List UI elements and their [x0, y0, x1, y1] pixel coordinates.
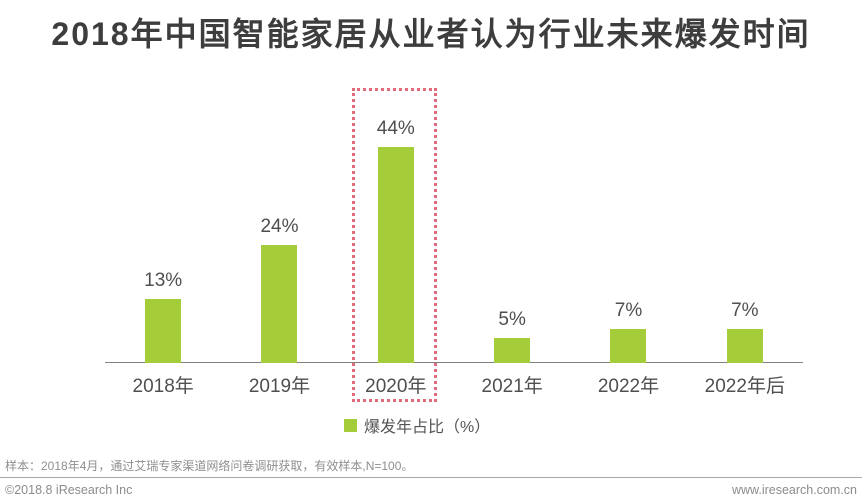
x-axis-label: 2019年 [248, 376, 311, 397]
x-axis-label: 2021年 [481, 376, 543, 397]
bar [610, 328, 647, 363]
bar [377, 146, 414, 363]
x-axis-line [105, 362, 803, 363]
chart-title: 2018年中国智能家居从业者认为行业未来爆发时间 [51, 16, 811, 52]
bar-chart: 13% 24% 44% 5% 7% 7% [105, 88, 803, 402]
bar-value-label: 7% [731, 299, 759, 321]
copyright-text: ©2018.8 iResearch Inc [5, 483, 133, 497]
bar-group: 13% [105, 270, 221, 363]
x-axis-label: 2022年后 [704, 376, 785, 397]
bar [726, 328, 763, 363]
x-axis-label: 2018年 [132, 376, 194, 397]
bar-group: 44% [338, 118, 454, 363]
bar [261, 245, 298, 363]
legend-label: 爆发年占比（%） [364, 419, 491, 436]
bar-value-label: 7% [614, 299, 643, 321]
bar-group: 5% [454, 309, 570, 363]
bar [494, 338, 531, 363]
bar-value-label: 24% [260, 216, 299, 238]
website-text: www.iresearch.com.cn [731, 483, 857, 497]
sample-note: 样本：2018年4月，通过艾瑞专家渠道网络问卷调研获取，有效样本,N=100。 [5, 459, 414, 473]
highlight-box [352, 88, 437, 402]
x-axis-label: 2022年 [597, 376, 660, 397]
bar-value-label: 13% [144, 270, 183, 292]
bar [145, 299, 182, 363]
bar-value-label: 5% [498, 309, 526, 331]
chart-legend: 爆发年占比（%） [344, 413, 490, 437]
legend-swatch-icon [344, 418, 357, 432]
bar-group: 24% [221, 216, 337, 363]
bar-value-label: 44% [376, 117, 415, 139]
x-axis-labels: 2018年 2019年 2020年 2021年 2022年 2022年后 [0, 371, 862, 397]
footer-divider [0, 477, 862, 478]
bar-group: 7% [570, 300, 686, 363]
bar-group: 7% [687, 300, 803, 363]
x-axis-label: 2020年 [365, 376, 427, 397]
